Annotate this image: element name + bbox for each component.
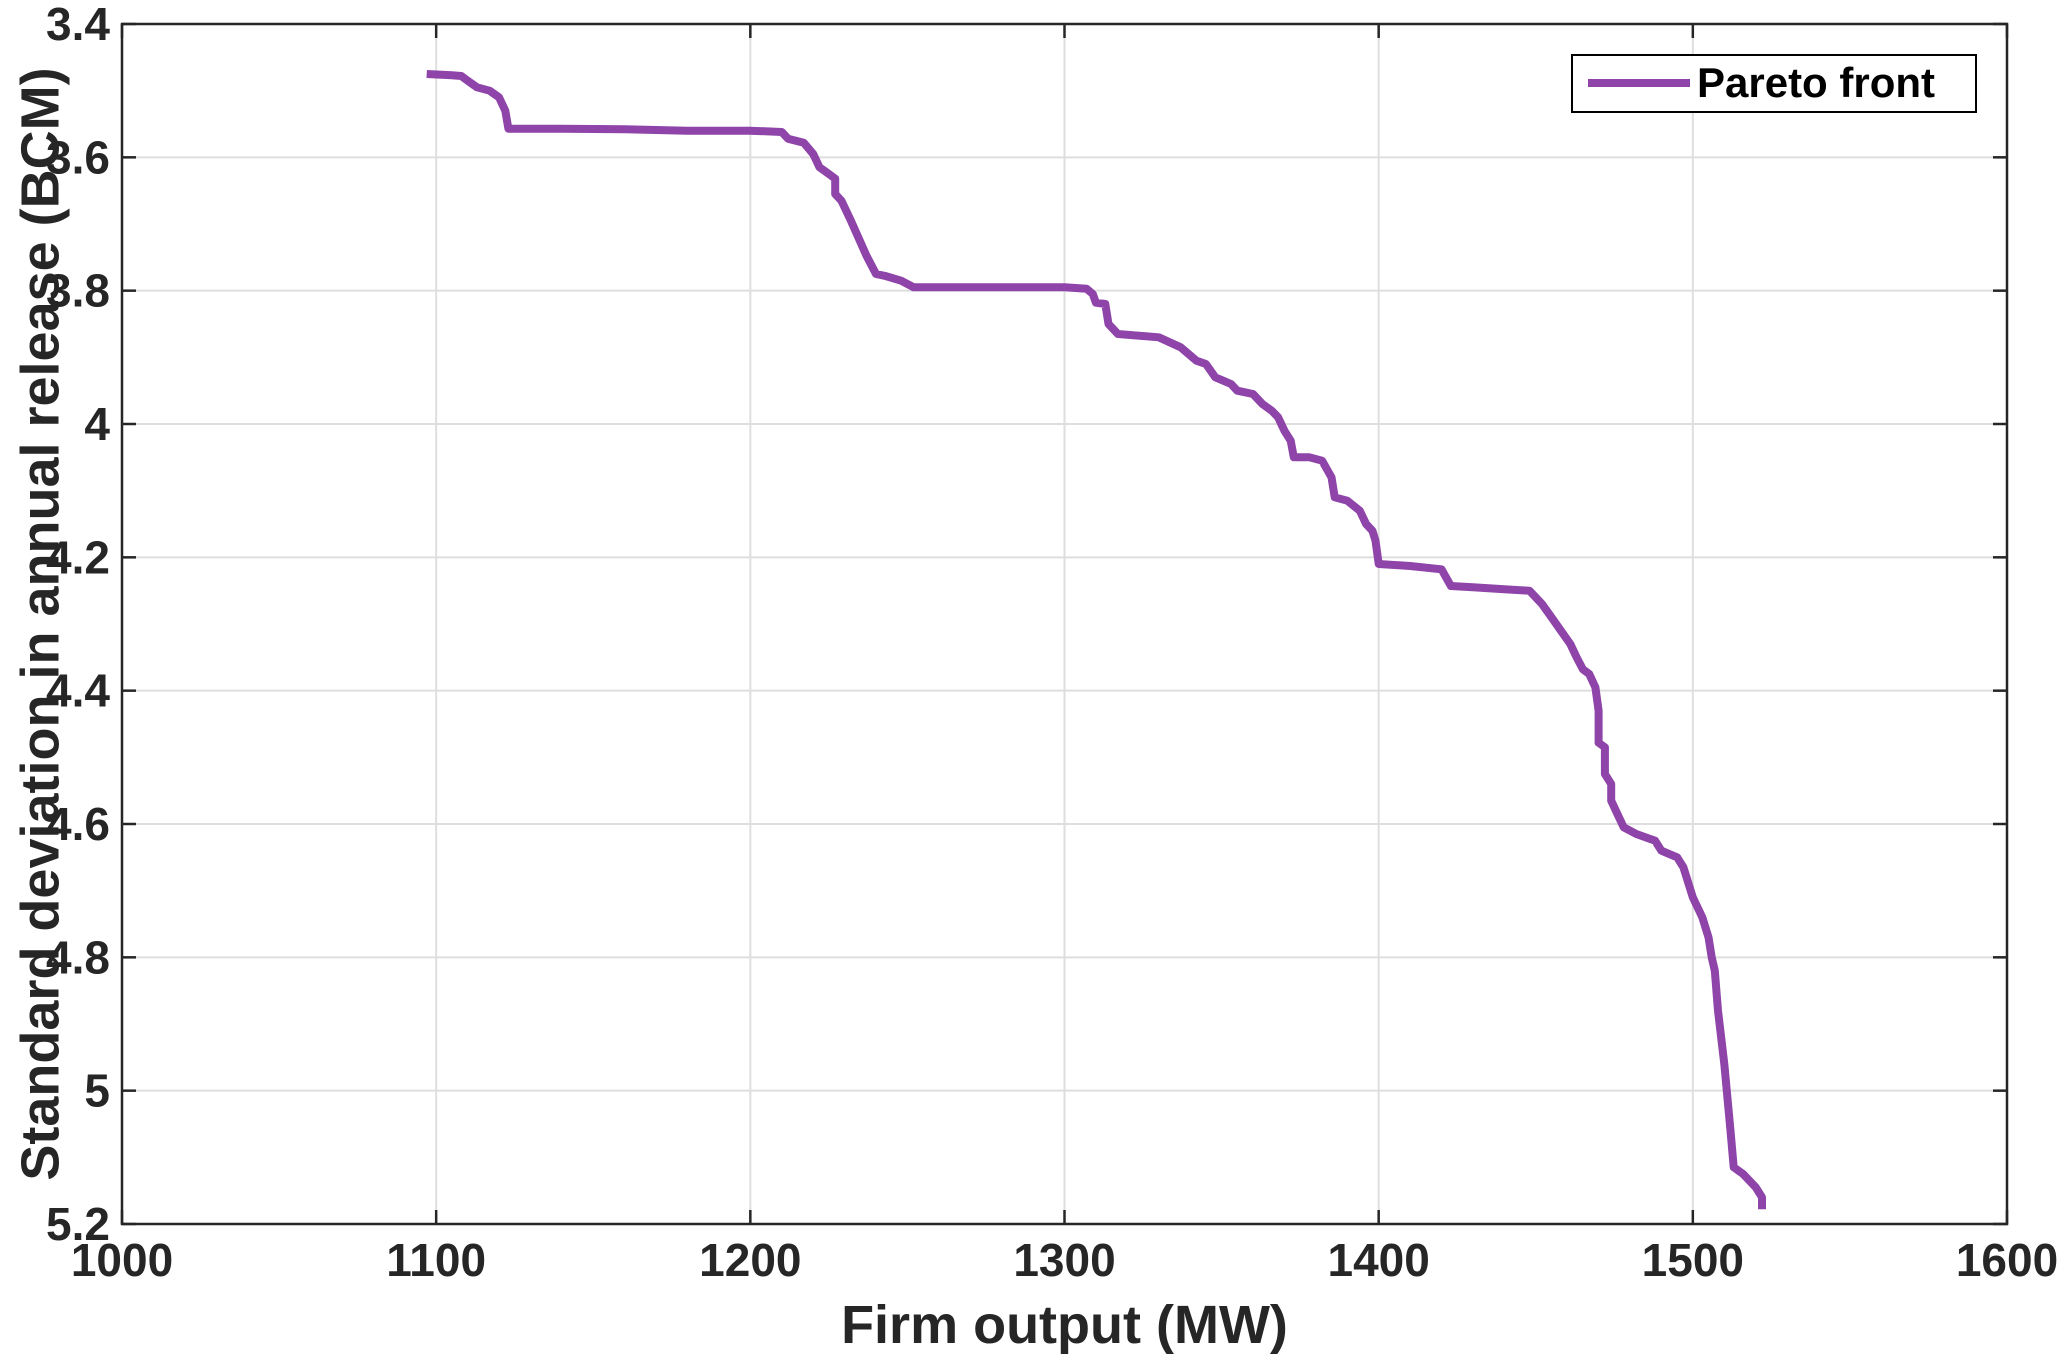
y-tick-label: 5.2 <box>46 1198 110 1250</box>
y-tick-label: 4.8 <box>46 931 110 983</box>
x-tick-label: 1600 <box>1956 1234 2058 1286</box>
y-tick-label: 4.4 <box>46 665 110 717</box>
y-tick-label: 4 <box>84 398 110 450</box>
tick-marks-and-labels: 1000 1100 1200 1300 1400 1500 1600 3.4 3.6 3.8 4 4.… <box>46 0 2058 1286</box>
x-tick-label: 1300 <box>1013 1234 1115 1286</box>
legend-label-pareto-front: Pareto front <box>1697 59 1935 106</box>
x-tick-label: 1400 <box>1327 1234 1429 1286</box>
series-line-pareto-front <box>426 70 1766 1210</box>
x-tick-label: 1200 <box>699 1234 801 1286</box>
y-tick-label: 3.8 <box>46 265 110 317</box>
x-axis-title: Firm output (MW) <box>841 1295 1288 1355</box>
legend: Pareto front <box>1571 54 1977 113</box>
y-tick-label: 3.4 <box>46 0 110 50</box>
grid-lines <box>122 24 2007 1224</box>
y-tick-label: 3.6 <box>46 131 110 183</box>
y-tick-label: 4.6 <box>46 798 110 850</box>
y-axis-title: Standard deviation in annual release (BC… <box>10 67 70 1180</box>
x-tick-label: 1000 <box>71 1234 173 1286</box>
x-tick-label: 1100 <box>386 1234 486 1286</box>
series-layer <box>426 70 1766 1210</box>
x-tick-label: 1500 <box>1642 1234 1744 1286</box>
y-tick-label: 4.2 <box>46 531 110 583</box>
y-tick-label: 5 <box>84 1065 110 1117</box>
